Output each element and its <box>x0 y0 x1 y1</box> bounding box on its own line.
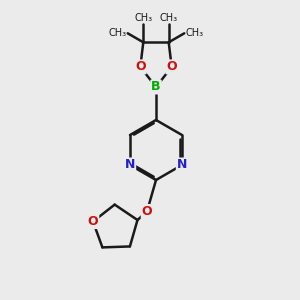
Text: O: O <box>167 60 177 74</box>
Text: CH₃: CH₃ <box>186 28 204 38</box>
Text: CH₃: CH₃ <box>108 28 126 38</box>
Text: CH₃: CH₃ <box>134 13 152 23</box>
Text: O: O <box>88 215 98 228</box>
Text: O: O <box>142 205 152 218</box>
Text: CH₃: CH₃ <box>160 13 178 23</box>
Text: O: O <box>135 60 146 74</box>
Text: N: N <box>177 158 187 172</box>
Text: B: B <box>151 80 161 94</box>
Text: N: N <box>125 158 135 172</box>
